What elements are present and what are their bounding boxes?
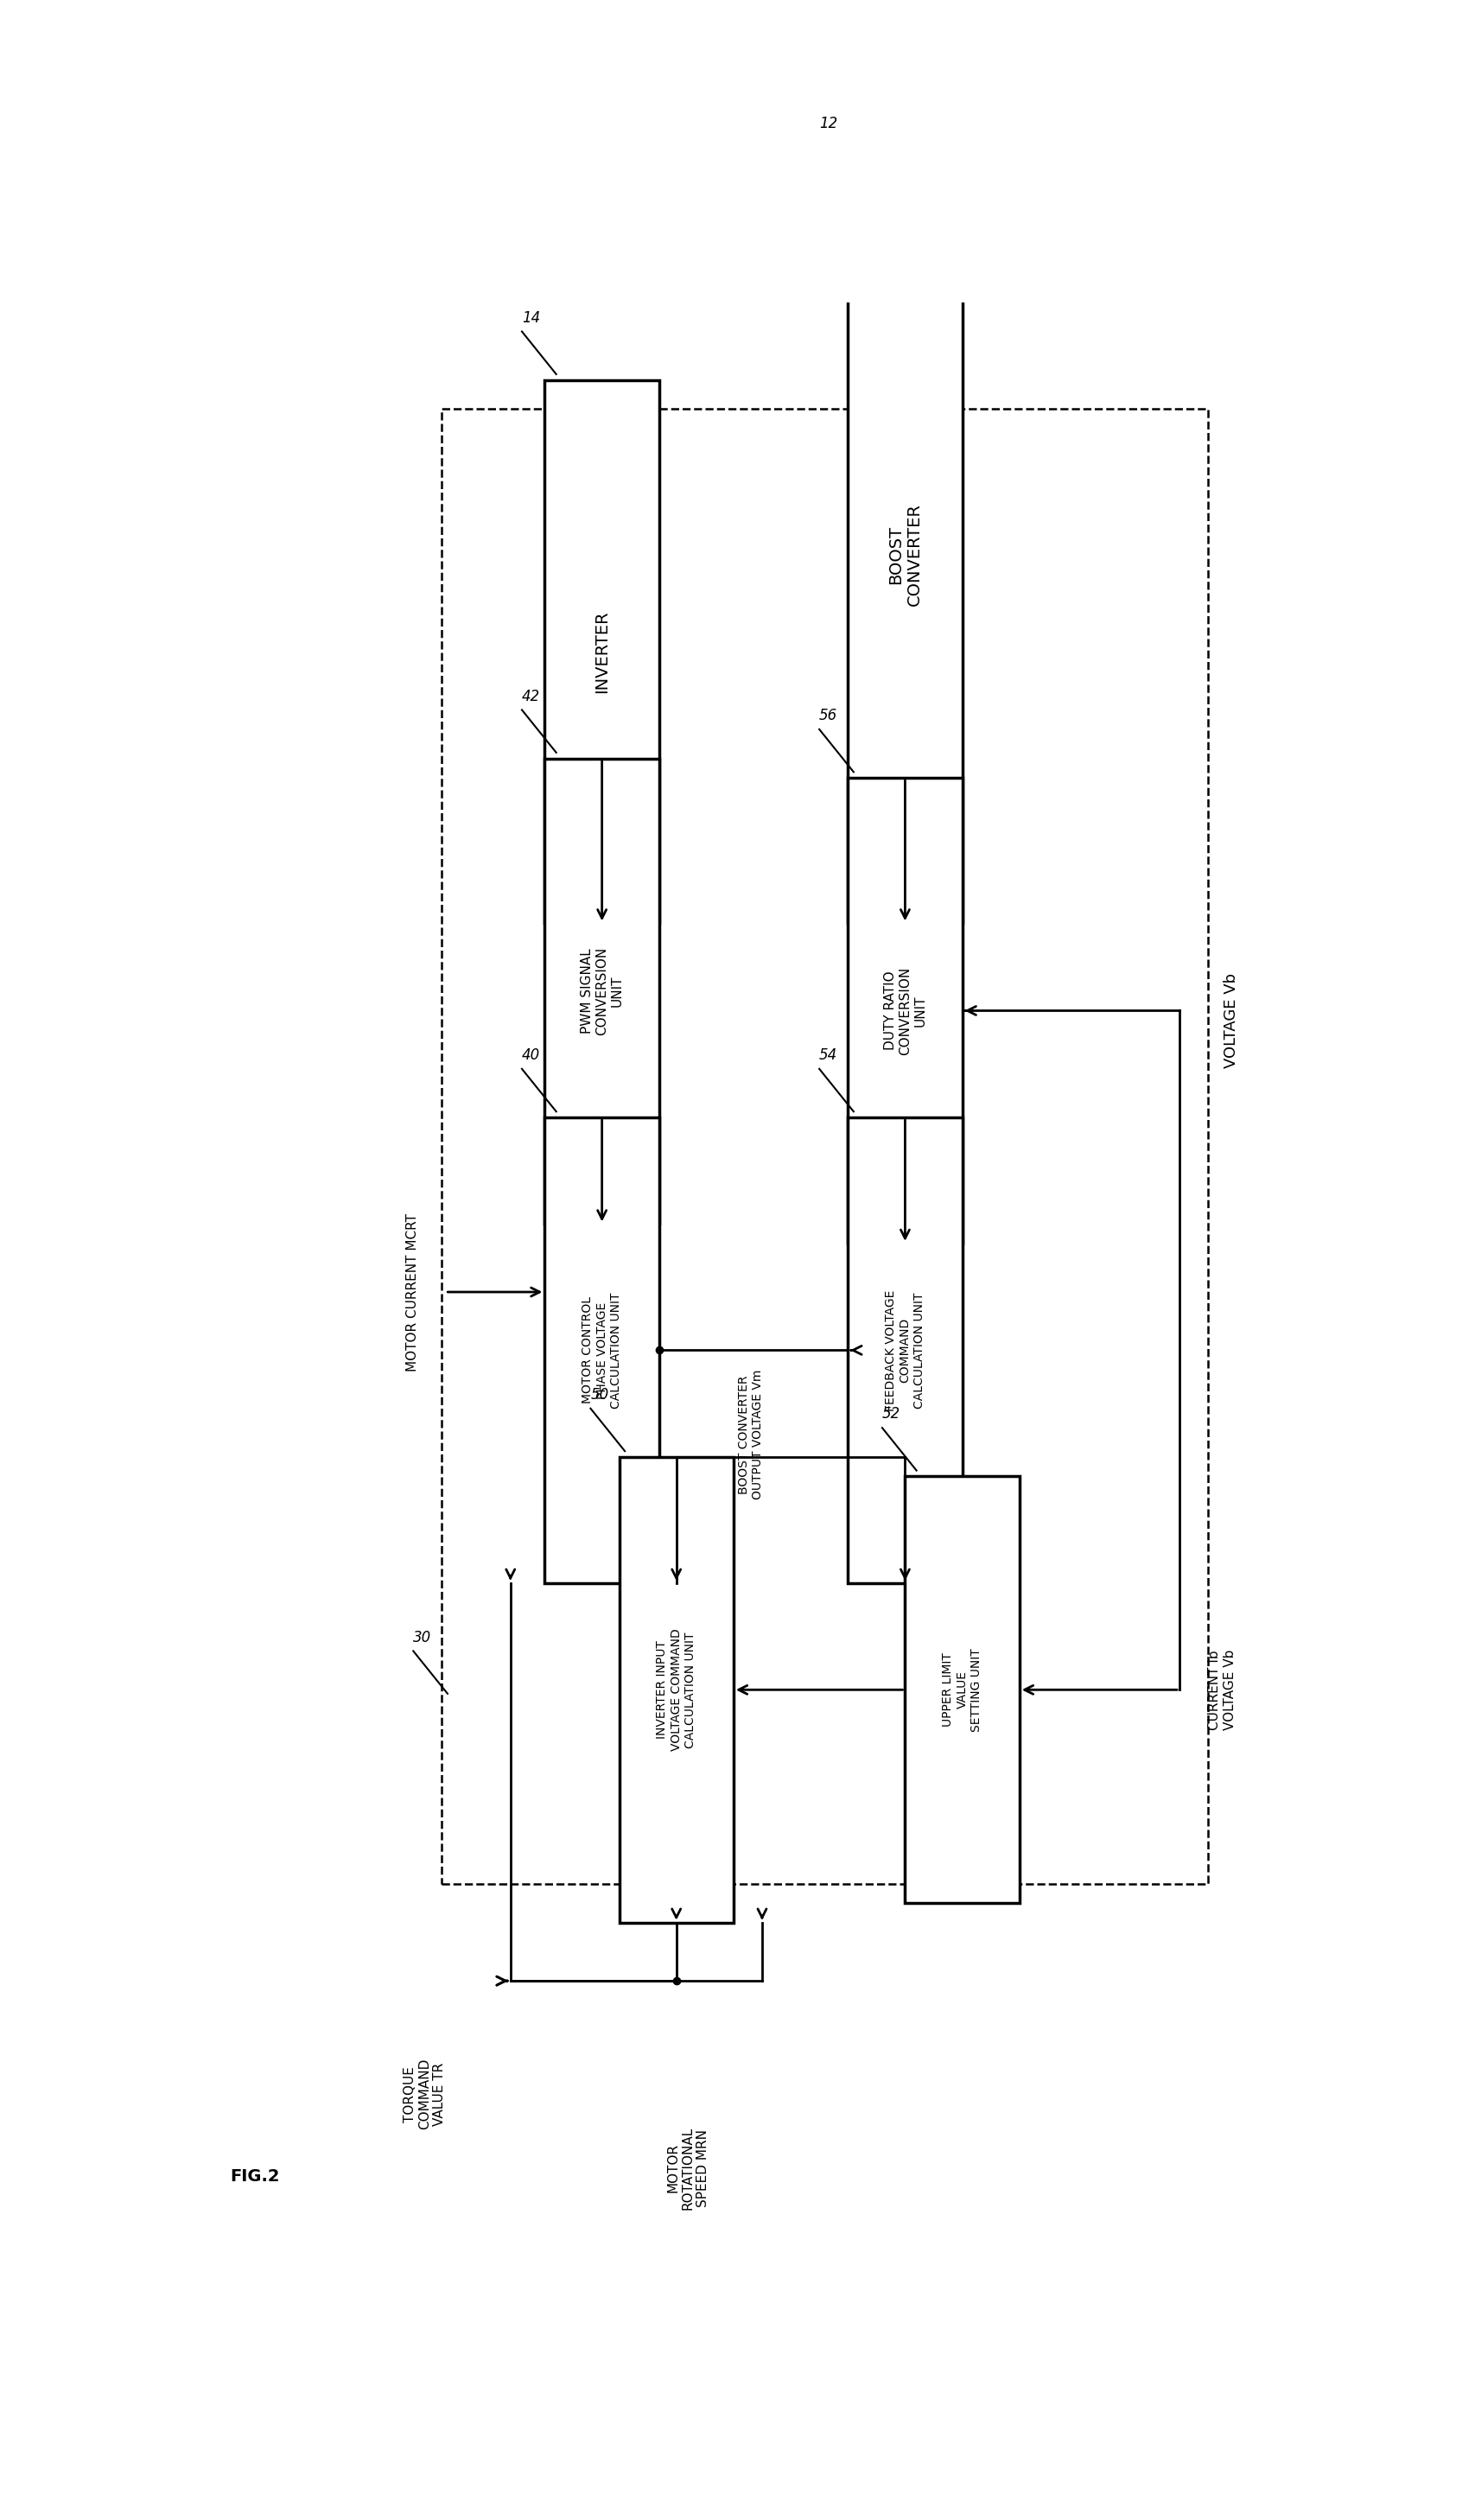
Text: PWM SIGNAL
CONVERSION
UNIT: PWM SIGNAL CONVERSION UNIT [580,948,622,1036]
Text: MOTOR CURRENT MCRT: MOTOR CURRENT MCRT [406,1212,419,1371]
Text: BOOST
CONVERTER: BOOST CONVERTER [886,504,922,607]
Text: TORQUE
COMMAND
VALUE TR: TORQUE COMMAND VALUE TR [403,2059,445,2129]
Bar [441,408,1208,1885]
Text: 56: 56 [819,708,838,723]
Text: UPPER LIMIT
VALUE
SETTING UNIT: UPPER LIMIT VALUE SETTING UNIT [941,1648,982,1731]
Text: 30: 30 [413,1630,431,1646]
Text: VOLTAGE Vb: VOLTAGE Vb [1223,973,1238,1068]
Text: INVERTER INPUT
VOLTAGE COMMAND
CALCULATION UNIT: INVERTER INPUT VOLTAGE COMMAND CALCULATI… [656,1628,696,1751]
Text: 54: 54 [819,1048,838,1063]
Text: MOTOR
ROTATIONAL
SPEED MRN: MOTOR ROTATIONAL SPEED MRN [665,2127,709,2210]
Bar [544,381,659,922]
Text: INVERTER: INVERTER [593,610,609,693]
Text: 12: 12 [819,116,838,131]
Text: MOTOR CONTROL
PHASE VOLTAGE
CALCULATION UNIT: MOTOR CONTROL PHASE VOLTAGE CALCULATION … [581,1293,621,1409]
Bar [847,779,962,1242]
Text: 42: 42 [522,688,540,703]
Text: 52: 52 [882,1406,900,1421]
Text: 40: 40 [522,1048,540,1063]
Text: FIG.2: FIG.2 [230,2167,280,2185]
Bar [619,1457,733,1923]
Bar [544,759,659,1225]
Text: BOOST CONVERTER
OUTPUT VOLTAGE Vm: BOOST CONVERTER OUTPUT VOLTAGE Vm [738,1371,763,1499]
Bar [847,186,962,922]
Text: 14: 14 [522,310,540,325]
Text: 50: 50 [590,1386,609,1404]
Bar [847,1116,962,1583]
Text: FEEDBACK VOLTAGE
COMMAND
CALCULATION UNIT: FEEDBACK VOLTAGE COMMAND CALCULATION UNI… [885,1290,925,1411]
Bar [904,1477,1019,1903]
Bar [544,1116,659,1583]
Text: DUTY RATIO
CONVERSION
UNIT: DUTY RATIO CONVERSION UNIT [884,968,926,1056]
Text: CURRENT Ib
VOLTAGE Vb: CURRENT Ib VOLTAGE Vb [1208,1651,1236,1731]
